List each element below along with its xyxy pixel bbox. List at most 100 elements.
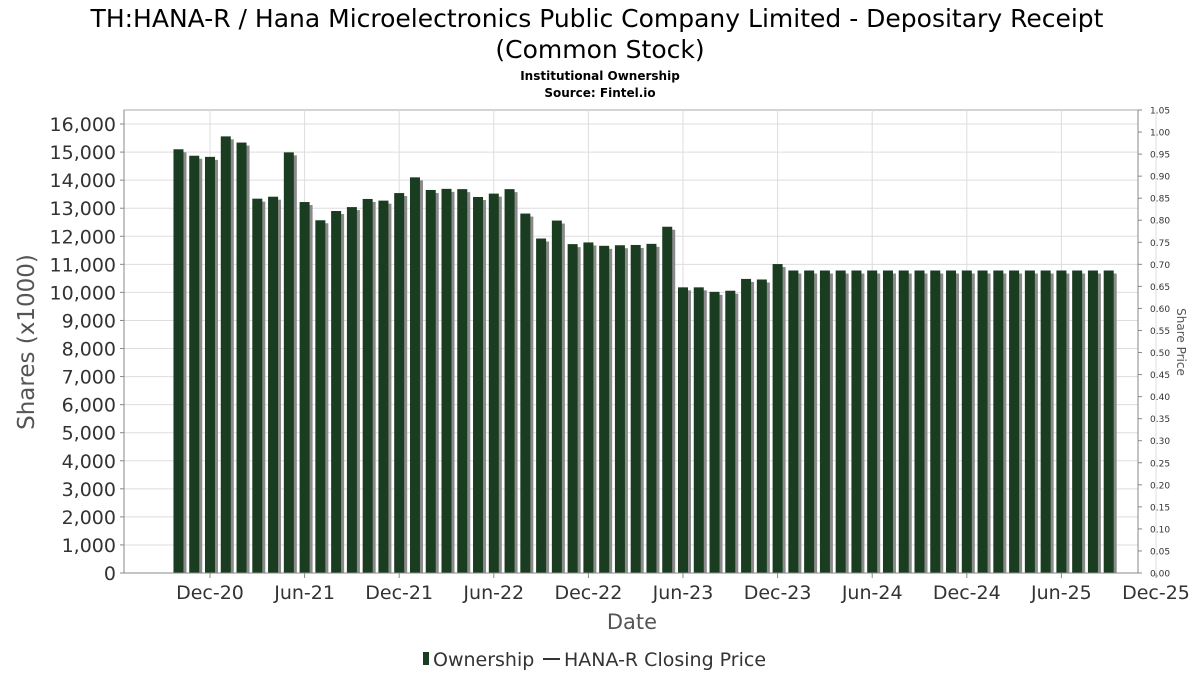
ownership-bar [788,270,799,573]
y-tick-label: 8,000 [62,339,116,361]
ownership-bar [583,242,594,574]
y-axis-label: Shares (x1000) [14,254,40,430]
ownership-bar [819,270,830,573]
y-tick-label: 1,000 [62,535,116,557]
y-tick-label: 5,000 [62,423,116,445]
x-tick-label: Jun-24 [841,582,903,604]
y-tick-label: 10,000 [50,282,116,304]
ownership-bar [1009,270,1020,573]
ownership-bar [236,142,247,574]
ownership-bar [1056,270,1067,573]
ownership-bar [599,245,610,573]
x-axis-label: Date [607,610,657,634]
ownership-bar [693,287,704,573]
plot-area: 0 1,000 2,000 3,000 4,000 5,000 6,000 7,000 8,00… [50,107,1190,605]
y2-tick-label: 0.30 [1150,437,1170,447]
ownership-bar [930,270,941,573]
ownership-bar [473,196,484,573]
ownership-bar [1072,270,1083,573]
ownership-bar [772,264,783,573]
y2-tick-label: 0.25 [1150,459,1170,469]
y2-tick-label: 1.00 [1150,129,1170,139]
y2-tick-label: 0.90 [1150,173,1170,183]
x-tick-label: Dec-25 [1122,582,1190,604]
y2-tick-label: 0.65 [1150,283,1170,293]
ownership-bar [189,155,200,574]
y2-tick-label: 0.35 [1150,415,1170,425]
y2-tick-label: 0.15 [1150,503,1170,513]
ownership-bar [725,290,736,573]
chart-title-line2: (Common Stock) [495,35,704,64]
ownership-bar [1024,270,1035,573]
y2-tick-label: 0.55 [1150,327,1170,337]
ownership-bar [520,213,531,573]
ownership-bar [394,193,405,573]
ownership-bar [914,270,925,573]
y-tick-label: 11,000 [50,254,116,276]
y-tick-label: 7,000 [62,367,116,389]
ownership-bar [1040,270,1051,573]
y2-tick-label: 1.05 [1150,107,1170,117]
legend-ownership-swatch [423,652,429,665]
ownership-bar [1103,270,1114,573]
x-tick-label: Dec-22 [554,582,622,604]
ownership-bar [977,270,988,573]
ownership-bar [173,149,184,573]
ownership-bar [946,270,957,573]
ownership-bar [457,189,468,573]
legend: Ownership HANA-R Closing Price [423,649,766,671]
ownership-bar [362,198,373,573]
ownership-bar [488,193,499,573]
y-tick-label: 15,000 [50,142,116,164]
ownership-bar [283,152,294,573]
ownership-bar [993,270,1004,573]
ownership-bar [551,220,562,574]
y-tick-label: 12,000 [50,226,116,248]
y2-tick-label: 0.00 [1150,570,1170,580]
ownership-bar [205,156,215,573]
y-tick-label: 16,000 [50,114,116,136]
ownership-bar [630,244,641,574]
chart-title-line1: TH:HANA-R / Hana Microelectronics Public… [90,4,1104,33]
ownership-bar [882,270,893,573]
y2-axis-label: Share Price [1174,308,1188,376]
ownership-bar [315,220,326,573]
x-tick-label: Jun-25 [1030,582,1092,604]
x-tick-label: Dec-24 [933,582,1001,604]
y2-tick-label: 0.70 [1150,261,1170,271]
ownership-bar [425,189,436,574]
y-tick-label: 4,000 [62,451,116,473]
ownership-bar [851,270,862,573]
ownership-bar [536,238,547,573]
y-tick-label: 0 [104,563,116,585]
y2-tick-label: 0.10 [1150,525,1170,535]
ownership-bar [1087,270,1098,573]
ownership-bar [961,270,972,573]
ownership-bar [504,189,515,573]
y2-tick-label: 0.80 [1150,217,1170,227]
legend-ownership-label: Ownership [433,649,534,671]
ownership-bar [741,278,752,573]
ownership-bar [662,226,673,573]
chart-source: Source: Fintel.io [544,86,655,100]
y-tick-label: 2,000 [62,507,116,529]
ownership-bar [567,244,578,573]
y-tick-label: 3,000 [62,479,116,501]
x-tick-label: Jun-22 [462,582,524,604]
ownership-bar [409,177,420,573]
y2-tick-label: 0.20 [1150,481,1170,491]
ownership-bar [331,211,342,573]
ownership-bar [835,270,846,573]
y2-tick-label: 0.60 [1150,305,1170,315]
legend-price-label: HANA-R Closing Price [564,649,766,671]
ownership-bar [678,287,688,573]
y2-tick-label: 0.75 [1150,239,1170,249]
ownership-bar [756,279,767,573]
ownership-bar [378,200,389,574]
x-tick-label: Jun-21 [273,582,335,604]
x-tick-label: Jun-23 [652,582,714,604]
y-tick-label: 6,000 [62,395,116,417]
ownership-bar [646,243,657,573]
ownership-bar [441,188,452,574]
